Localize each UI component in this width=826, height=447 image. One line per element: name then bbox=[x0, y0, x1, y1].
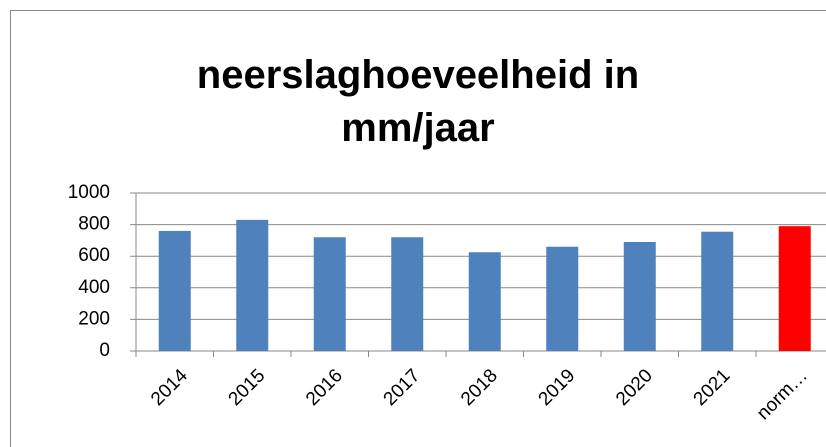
bar bbox=[158, 230, 191, 351]
bar bbox=[546, 246, 579, 351]
bar bbox=[778, 226, 811, 351]
bar bbox=[313, 237, 346, 351]
y-tick-label: 200 bbox=[78, 308, 110, 329]
y-tick-label: 600 bbox=[78, 245, 110, 266]
bar bbox=[391, 237, 424, 351]
bar bbox=[701, 231, 734, 351]
bar bbox=[468, 252, 501, 351]
bar bbox=[236, 219, 269, 351]
y-tick-label: 800 bbox=[78, 214, 110, 235]
chart-border bbox=[10, 10, 826, 447]
chart-title: mm/jaar bbox=[341, 106, 494, 150]
y-tick-label: 400 bbox=[78, 277, 110, 298]
y-tick-label: 1000 bbox=[68, 182, 110, 203]
chart-title: neerslaghoeveelheid in bbox=[197, 53, 639, 97]
y-tick-label: 0 bbox=[99, 340, 110, 361]
bar bbox=[623, 241, 656, 351]
